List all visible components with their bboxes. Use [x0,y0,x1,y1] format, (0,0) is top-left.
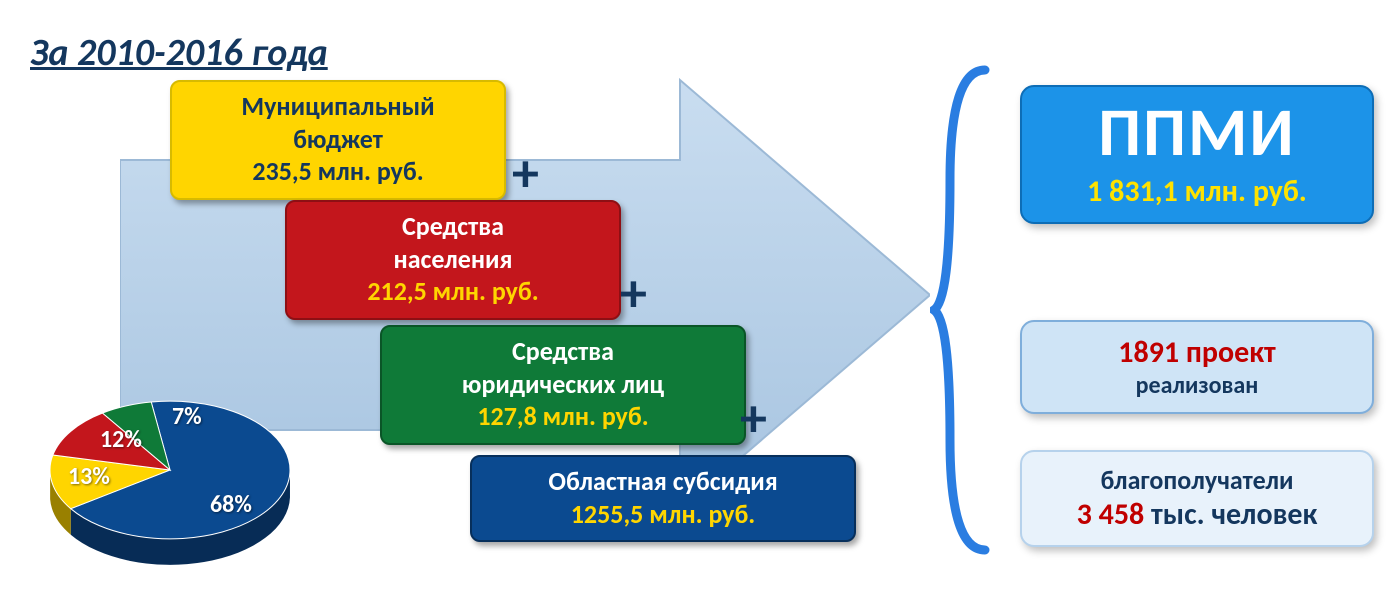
brace-icon [930,60,1000,560]
pie-label-13: 13% [68,462,110,491]
projects-count: 1891 проект [1032,334,1362,371]
ppmi-abbr: ППМИ [1032,99,1362,167]
source-card-legal: Средстваюридических лиц127,8 млн. руб. [380,325,746,445]
result-projects: 1891 проектреализован [1020,320,1374,414]
source-label: Средства [398,335,728,368]
ppmi-sum: 1 831,1 млн. руб. [1032,173,1362,210]
projects-label: реализован [1032,371,1362,400]
pie-label-68: 68% [210,490,252,519]
source-card-regional: Областная субсидия1255,5 млн. руб. [470,455,856,542]
pie-label-7: 7% [172,402,202,431]
plus-icon-3: + [740,385,767,451]
source-label-2: населения [303,243,603,276]
beneficiaries-count: 3 458 тыс. человек [1032,496,1362,533]
source-amount: 1255,5 млн. руб. [488,498,838,531]
plus-icon-1: + [512,140,539,206]
source-card-municipal: Муниципальныйбюджет235,5 млн. руб. [170,80,506,200]
page-title: За 2010-2016 года [30,30,328,76]
plus-icon-2: + [620,260,647,326]
source-amount: 212,5 млн. руб. [303,275,603,308]
source-label: Муниципальный [188,90,488,123]
beneficiaries-label: благополучатели [1032,464,1362,496]
source-amount: 235,5 млн. руб. [188,155,488,188]
result-beneficiaries: благополучатели3 458 тыс. человек [1020,450,1374,547]
pie-chart: 68% 13% 12% 7% [20,360,320,590]
source-card-population: Средстванаселения212,5 млн. руб. [285,200,621,320]
source-label: Областная субсидия [488,465,838,498]
source-label: Средства [303,210,603,243]
result-ppmi: ППМИ 1 831,1 млн. руб. [1020,85,1374,224]
source-amount: 127,8 млн. руб. [398,400,728,433]
source-label-2: юридических лиц [398,368,728,401]
source-label-2: бюджет [188,123,488,156]
pie-label-12: 12% [100,425,142,454]
